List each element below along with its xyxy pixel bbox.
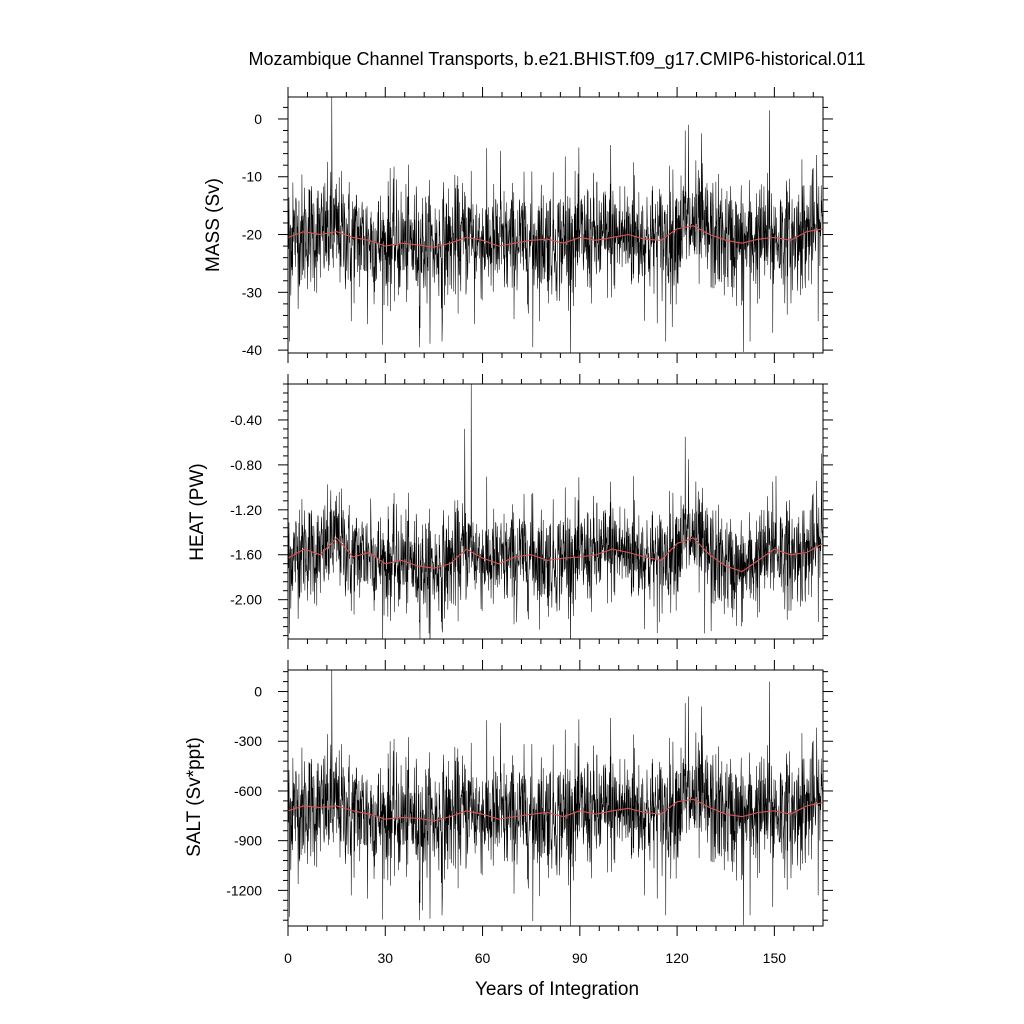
mass-smoothed-series-line — [288, 225, 823, 248]
salt-y-tick-label: -600 — [234, 783, 262, 799]
heat-y-tick-label: -2.00 — [230, 592, 262, 608]
x-axis-label: Years of Integration — [475, 979, 639, 1000]
heat-y-tick-label: -1.60 — [230, 547, 262, 563]
salt-y-tick-label: -900 — [234, 833, 262, 849]
salt-y-tick-label: 0 — [254, 684, 262, 700]
mass-y-tick-label: -30 — [242, 284, 262, 300]
heat-y-tick-label: -0.40 — [230, 412, 262, 428]
heat-y-axis-label: HEAT (PW) — [187, 463, 208, 560]
heat-y-tick-label: -1.20 — [230, 502, 262, 518]
salt-y-axis-label: SALT (Sv*ppt) — [184, 737, 205, 857]
salt-monthly-series-line — [288, 670, 823, 926]
mass-y-tick-label: 0 — [254, 111, 262, 127]
x-tick-label: 150 — [763, 950, 787, 966]
salt-y-tick-label: -300 — [234, 733, 262, 749]
x-tick-label: 120 — [665, 950, 689, 966]
x-tick-label: 90 — [572, 950, 588, 966]
mass-y-tick-label: -20 — [242, 227, 262, 243]
salt-panel: SALT (Sv*ppt) 0 -300 -600 -900 -1200 0 30 60 90 1… — [184, 660, 833, 966]
chart-title: Mozambique Channel Transports, b.e21.BHI… — [249, 49, 866, 70]
x-tick-label: 0 — [284, 950, 292, 966]
mass-y-tick-label: -40 — [242, 342, 262, 358]
heat-y-tick-label: -0.80 — [230, 457, 262, 473]
mass-plot-frame — [287, 96, 824, 354]
mass-y-axis-label: MASS (Sv) — [203, 178, 224, 272]
salt-plot-frame — [287, 669, 824, 927]
heat-plot-frame — [287, 383, 824, 640]
heat-panel: HEAT (PW) -0.40 -0.80 -1.20 -1.60 -2.00 — [187, 374, 833, 649]
x-tick-label: 30 — [377, 950, 393, 966]
mass-y-tick-label: -10 — [242, 169, 262, 185]
heat-monthly-series-line — [288, 384, 823, 639]
mass-panel: MASS (Sv) 0 -10 -20 -30 -40 — [203, 87, 833, 363]
salt-y-tick-label: -1200 — [226, 882, 262, 898]
mass-monthly-series-line — [288, 97, 823, 353]
heat-smoothed-series-line — [288, 537, 823, 573]
salt-smoothed-series-line — [288, 798, 823, 822]
x-tick-label: 60 — [475, 950, 491, 966]
